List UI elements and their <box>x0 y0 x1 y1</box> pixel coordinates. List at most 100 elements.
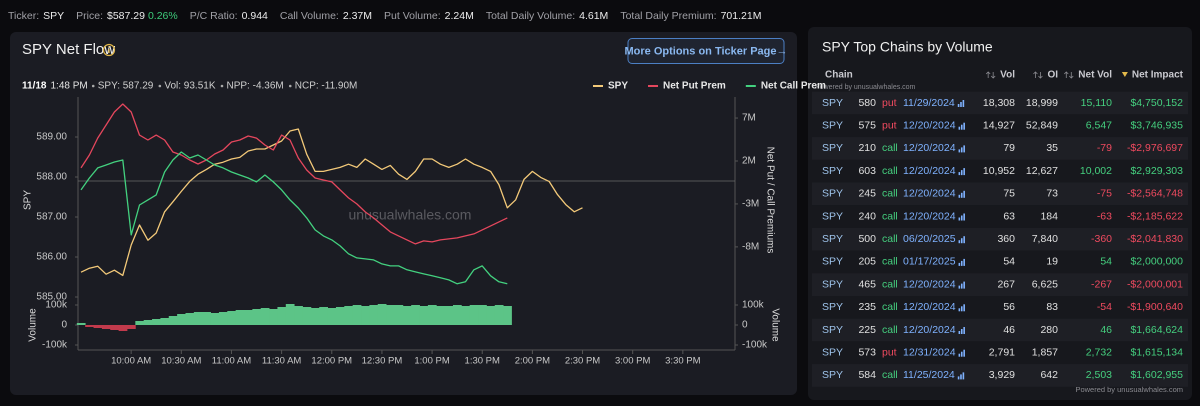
option-type: call <box>882 188 898 200</box>
chart-icon <box>963 304 965 312</box>
volume-bar <box>244 310 253 325</box>
strike: 210 <box>858 142 876 154</box>
chart-icon <box>958 172 961 176</box>
open-interest: 280 <box>1040 324 1058 336</box>
volume-bar <box>486 306 496 325</box>
chart-icon <box>963 213 965 221</box>
chain-ticker: SPY <box>822 210 843 222</box>
ticker-label: Ticker: <box>8 10 39 22</box>
volume-bar <box>193 312 203 325</box>
row-background <box>812 137 1188 160</box>
net-impact: $2,000,000 <box>1130 256 1183 268</box>
volume-bar <box>218 312 228 325</box>
volume-bar <box>269 309 278 325</box>
ticker-label: Call Volume: <box>280 10 339 22</box>
strike: 500 <box>858 233 876 245</box>
volume-bar <box>235 310 245 325</box>
volume-axis-label: Volume <box>28 308 39 342</box>
chain-ticker: SPY <box>822 97 843 109</box>
chart-icon <box>962 372 965 380</box>
button-label[interactable]: More Options on Ticker Page→ <box>625 45 788 57</box>
ticker-value: 4.61M <box>579 10 608 22</box>
option-type: call <box>882 301 898 313</box>
chart-title: SPY Net Flow <box>22 41 115 58</box>
volume-bar <box>394 305 404 325</box>
net-volume: -75 <box>1097 188 1112 200</box>
open-interest: 7,840 <box>1032 233 1058 245</box>
option-type: call <box>882 369 898 381</box>
option-type: call <box>882 165 898 177</box>
expiry: 12/31/2024 <box>903 346 956 358</box>
volume: 75 <box>1003 188 1015 200</box>
volume-bar <box>110 325 120 330</box>
chart-icon <box>958 262 961 266</box>
strike: 465 <box>858 278 876 290</box>
ticker-page-button[interactable]: More Options on Ticker Page→ <box>625 38 788 64</box>
net-volume: 10,002 <box>1080 165 1112 177</box>
chart-icon <box>963 327 965 334</box>
expiry: 12/20/2024 <box>903 142 956 154</box>
chart-icon <box>960 260 963 266</box>
net-volume: 15,110 <box>1081 97 1112 109</box>
net-impact: -$2,185,622 <box>1127 210 1183 222</box>
volume: 360 <box>997 233 1015 245</box>
tick-label: 586.00 <box>36 252 67 263</box>
option-type: put <box>882 346 897 358</box>
separator <box>288 84 292 88</box>
volume-bar <box>344 306 354 325</box>
info-item: Vol: 93.51K <box>164 81 215 92</box>
series-line <box>80 103 508 245</box>
tick-label: 7M <box>742 113 756 124</box>
info-icon[interactable] <box>102 43 116 57</box>
expiry: 06/20/2025 <box>903 233 956 245</box>
x-tick-label: 10:00 AM <box>111 356 151 367</box>
volume-axis-label-right: Volume <box>769 308 780 342</box>
tick-label: -100k <box>42 340 68 351</box>
chain-ticker: SPY <box>822 256 843 268</box>
volume-bar <box>177 314 186 325</box>
chart-icon <box>963 236 965 244</box>
volume: 267 <box>997 278 1015 290</box>
row-background <box>812 318 1188 342</box>
chart-icon <box>963 349 965 357</box>
volume-bar <box>452 305 462 325</box>
volume-bar <box>294 306 303 325</box>
option-type: call <box>882 256 898 268</box>
volume-bar <box>386 305 395 325</box>
volume-bar <box>135 321 145 325</box>
volume: 63 <box>1003 210 1015 222</box>
volume-bar <box>369 305 379 325</box>
chart-icon <box>960 147 963 153</box>
tick-label: 2M <box>742 156 756 167</box>
tick-label: 100k <box>45 300 68 311</box>
tick-label: 587.00 <box>36 212 67 223</box>
y-axis-label: SPY <box>23 190 34 210</box>
chain-ticker: SPY <box>822 278 843 290</box>
volume: 3,929 <box>989 369 1015 381</box>
tick-label: 100k <box>742 300 765 311</box>
chart-icon <box>960 283 963 289</box>
column-header: OI <box>1047 70 1058 81</box>
open-interest: 6,625 <box>1032 278 1058 290</box>
volume-bar <box>101 325 111 329</box>
footer: Powered by unusualwhales.com <box>1075 385 1183 394</box>
open-interest: 18,999 <box>1026 97 1058 109</box>
legend-label: SPY <box>608 81 628 92</box>
net-impact: -$1,900,640 <box>1127 301 1183 313</box>
net-volume: 6,547 <box>1086 119 1112 131</box>
open-interest: 83 <box>1046 301 1058 313</box>
chart-icon <box>958 149 961 153</box>
net-impact: $1,664,624 <box>1130 324 1183 336</box>
volume-bar <box>277 307 287 325</box>
chart-icon <box>963 258 965 266</box>
chart-icon <box>960 238 963 244</box>
chain-ticker: SPY <box>822 346 843 358</box>
strike: 575 <box>858 119 876 131</box>
column-header: Chain <box>825 70 853 81</box>
volume-bar <box>252 309 262 325</box>
strike: 584 <box>858 369 876 381</box>
chart-icon <box>958 194 961 198</box>
row-background <box>812 159 1188 183</box>
chart-icon <box>957 376 960 380</box>
